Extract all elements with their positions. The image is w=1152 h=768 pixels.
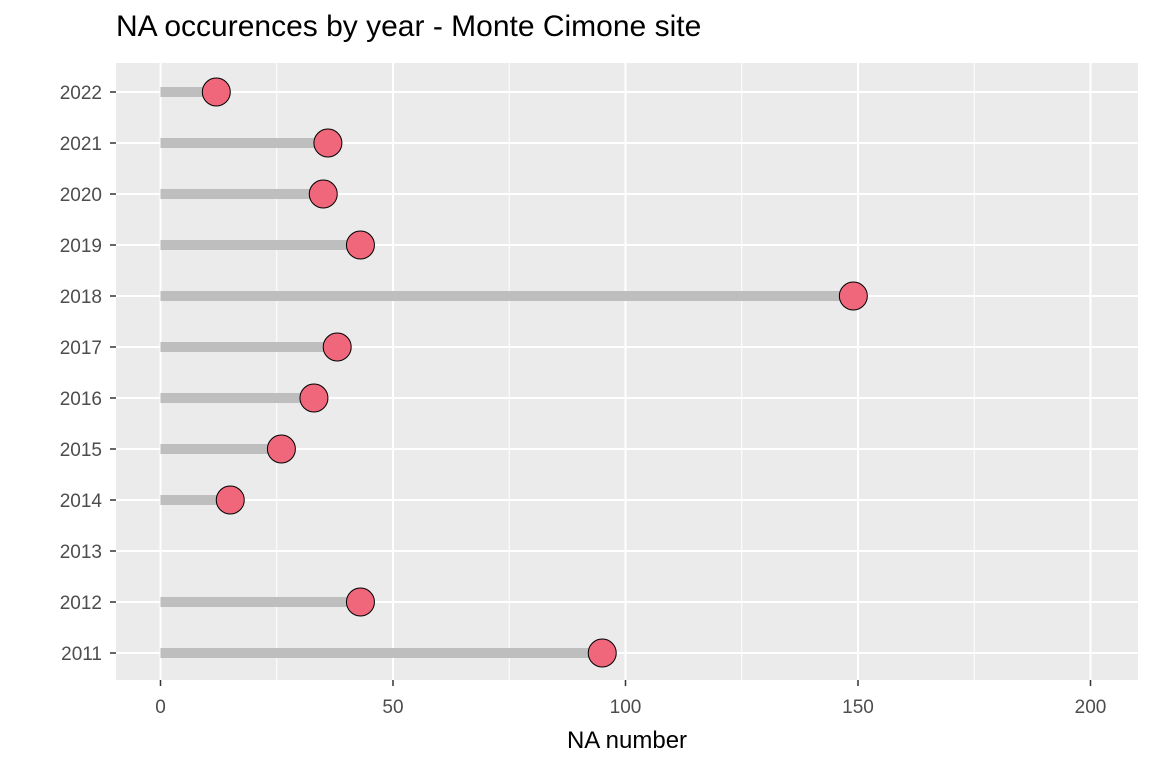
y-tick-label: 2021	[60, 134, 102, 155]
plot-panel	[116, 63, 1138, 680]
data-point	[587, 638, 617, 668]
y-tick-label: 2022	[60, 83, 102, 104]
data-point	[266, 434, 296, 464]
y-tick-label: 2016	[60, 389, 102, 410]
y-axis: 2011 2012 2013 2014 2015 2016 2017 2018 2019 2020…	[60, 83, 116, 665]
x-tick-label: 150	[842, 697, 874, 718]
major-gridlines	[116, 63, 1138, 680]
y-tick-label: 2020	[60, 185, 102, 206]
x-axis: 0 50 100 150 200	[155, 680, 1106, 718]
data-point	[345, 230, 375, 260]
data-point	[201, 77, 231, 107]
y-tick-label: 2019	[60, 236, 102, 257]
data-point	[299, 383, 329, 413]
y-tick-label: 2014	[60, 491, 103, 512]
x-axis-title: NA number	[567, 727, 687, 754]
x-tick-label: 100	[610, 697, 642, 718]
y-tick-label: 2012	[60, 593, 102, 614]
y-tick-label: 2017	[60, 338, 102, 359]
y-tick-label: 2015	[60, 440, 102, 461]
x-tick-label: 200	[1075, 697, 1107, 718]
data-point	[322, 332, 352, 362]
y-tick-label: 2011	[61, 644, 102, 665]
y-tick-label: 2013	[60, 542, 102, 563]
lollipop-stems	[160, 87, 854, 658]
data-point	[313, 128, 343, 158]
chart-title: NA occurences by year - Monte Cimone sit…	[116, 10, 702, 43]
data-point	[308, 179, 338, 209]
minor-gridlines	[276, 63, 975, 680]
x-tick-label: 0	[155, 697, 166, 718]
data-point	[345, 587, 375, 617]
data-point	[215, 485, 245, 515]
lollipop-points	[201, 77, 868, 668]
y-tick-label: 2018	[60, 287, 102, 308]
x-tick-label: 50	[382, 697, 403, 718]
data-point	[838, 281, 868, 311]
